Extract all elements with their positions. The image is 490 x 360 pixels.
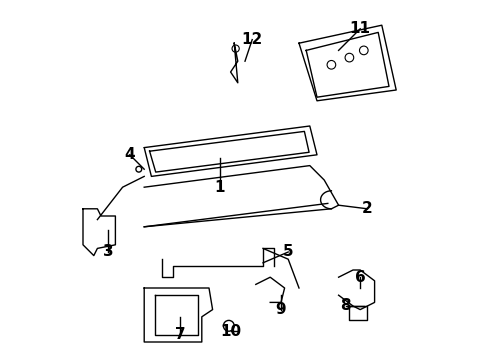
Text: 7: 7 xyxy=(175,327,186,342)
Text: 9: 9 xyxy=(276,302,286,317)
Text: 5: 5 xyxy=(283,244,294,260)
Text: 1: 1 xyxy=(215,180,225,195)
Text: 2: 2 xyxy=(362,201,373,216)
Text: 3: 3 xyxy=(103,244,114,260)
Text: 11: 11 xyxy=(350,21,371,36)
Text: 6: 6 xyxy=(355,270,366,285)
Text: 8: 8 xyxy=(341,298,351,314)
Text: 12: 12 xyxy=(242,32,263,47)
Text: 4: 4 xyxy=(124,147,135,162)
Text: 10: 10 xyxy=(220,324,241,339)
